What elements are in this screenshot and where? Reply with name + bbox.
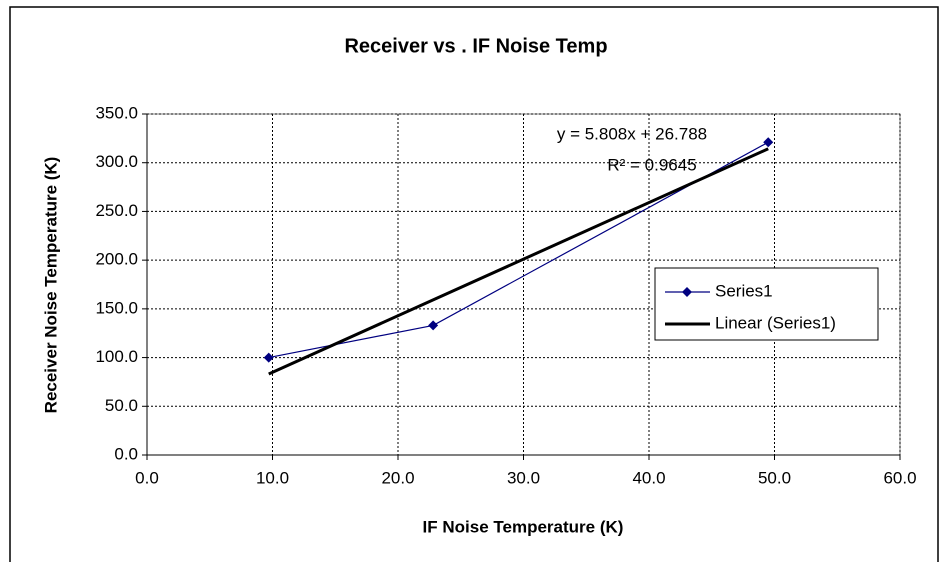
x-tick-label: 40.0 bbox=[632, 468, 665, 487]
trendline bbox=[268, 147, 769, 376]
y-tick-label: 50.0 bbox=[105, 396, 138, 415]
y-tick-label: 300.0 bbox=[95, 152, 138, 171]
x-tick-label: 60.0 bbox=[883, 468, 916, 487]
y-tick-label: 150.0 bbox=[95, 298, 138, 317]
y-tick-label: 250.0 bbox=[95, 201, 138, 220]
y-tick-label: 100.0 bbox=[95, 347, 138, 366]
x-tick-label: 20.0 bbox=[381, 468, 414, 487]
data-point bbox=[428, 320, 439, 331]
legend-label: Linear (Series1) bbox=[715, 313, 836, 332]
x-tick-label: 50.0 bbox=[758, 468, 791, 487]
trendline-r-squared: R² = 0.9645 bbox=[607, 155, 696, 174]
legend bbox=[654, 267, 879, 341]
y-tick-label: 350.0 bbox=[95, 103, 138, 122]
data-point bbox=[763, 137, 774, 148]
x-axis-title: IF Noise Temperature (K) bbox=[423, 517, 624, 536]
data-point bbox=[263, 352, 274, 363]
x-tick-label: 30.0 bbox=[507, 468, 540, 487]
legend-marker bbox=[682, 287, 692, 297]
x-tick-label: 0.0 bbox=[135, 468, 159, 487]
y-tick-label: 0.0 bbox=[114, 444, 138, 463]
legend-label: Series1 bbox=[715, 281, 773, 300]
y-axis-title: Receiver Noise Temperature (K) bbox=[41, 157, 60, 414]
x-tick-label: 10.0 bbox=[256, 468, 289, 487]
trendline-equation: y = 5.808x + 26.788 bbox=[557, 124, 707, 143]
chart-title: Receiver vs . IF Noise Temp bbox=[344, 35, 607, 57]
y-tick-label: 200.0 bbox=[95, 250, 138, 269]
